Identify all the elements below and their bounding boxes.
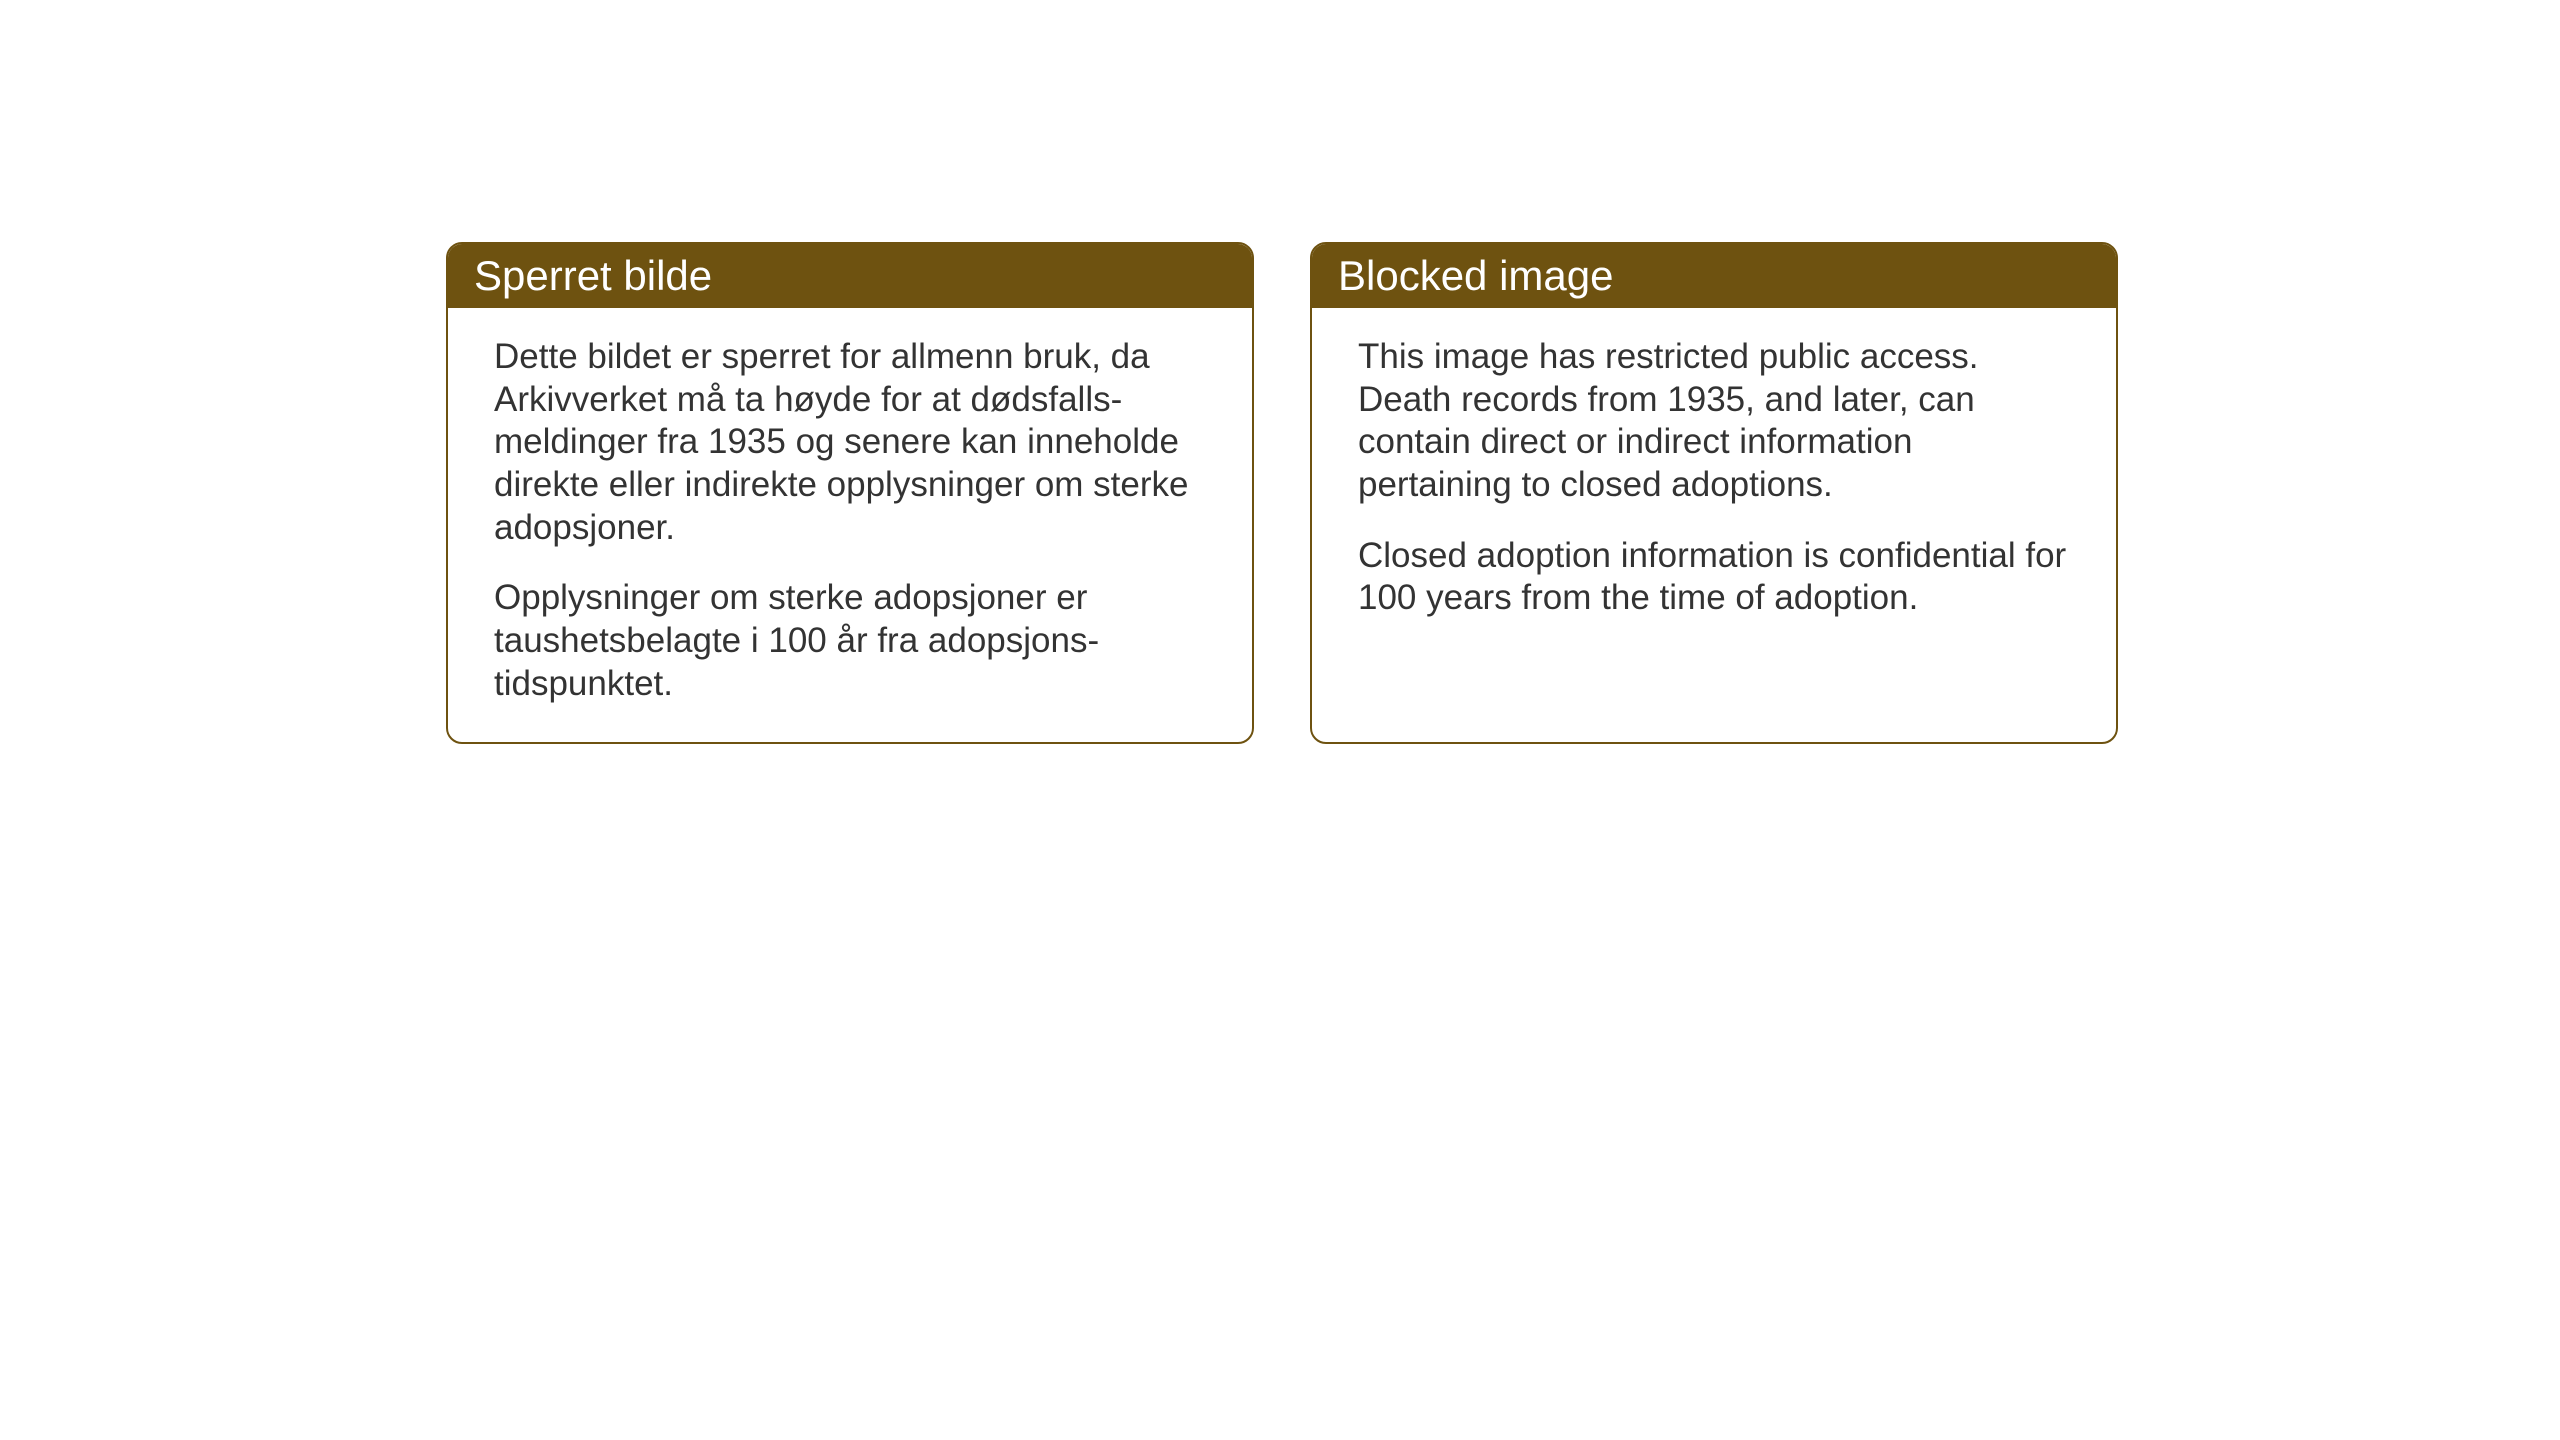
card-norwegian-title: Sperret bilde [474,252,712,299]
card-english-header: Blocked image [1312,244,2116,308]
cards-container: Sperret bilde Dette bildet er sperret fo… [446,242,2118,744]
card-english-paragraph-2: Closed adoption information is confident… [1358,535,2070,620]
card-norwegian-header: Sperret bilde [448,244,1252,308]
card-norwegian-paragraph-2: Opplysninger om sterke adopsjoner er tau… [494,577,1206,705]
card-norwegian-paragraph-1: Dette bildet er sperret for allmenn bruk… [494,336,1206,549]
card-english: Blocked image This image has restricted … [1310,242,2118,744]
card-norwegian: Sperret bilde Dette bildet er sperret fo… [446,242,1254,744]
card-norwegian-body: Dette bildet er sperret for allmenn bruk… [448,308,1252,742]
card-english-title: Blocked image [1338,252,1613,299]
card-english-body: This image has restricted public access.… [1312,308,2116,656]
card-english-paragraph-1: This image has restricted public access.… [1358,336,2070,507]
